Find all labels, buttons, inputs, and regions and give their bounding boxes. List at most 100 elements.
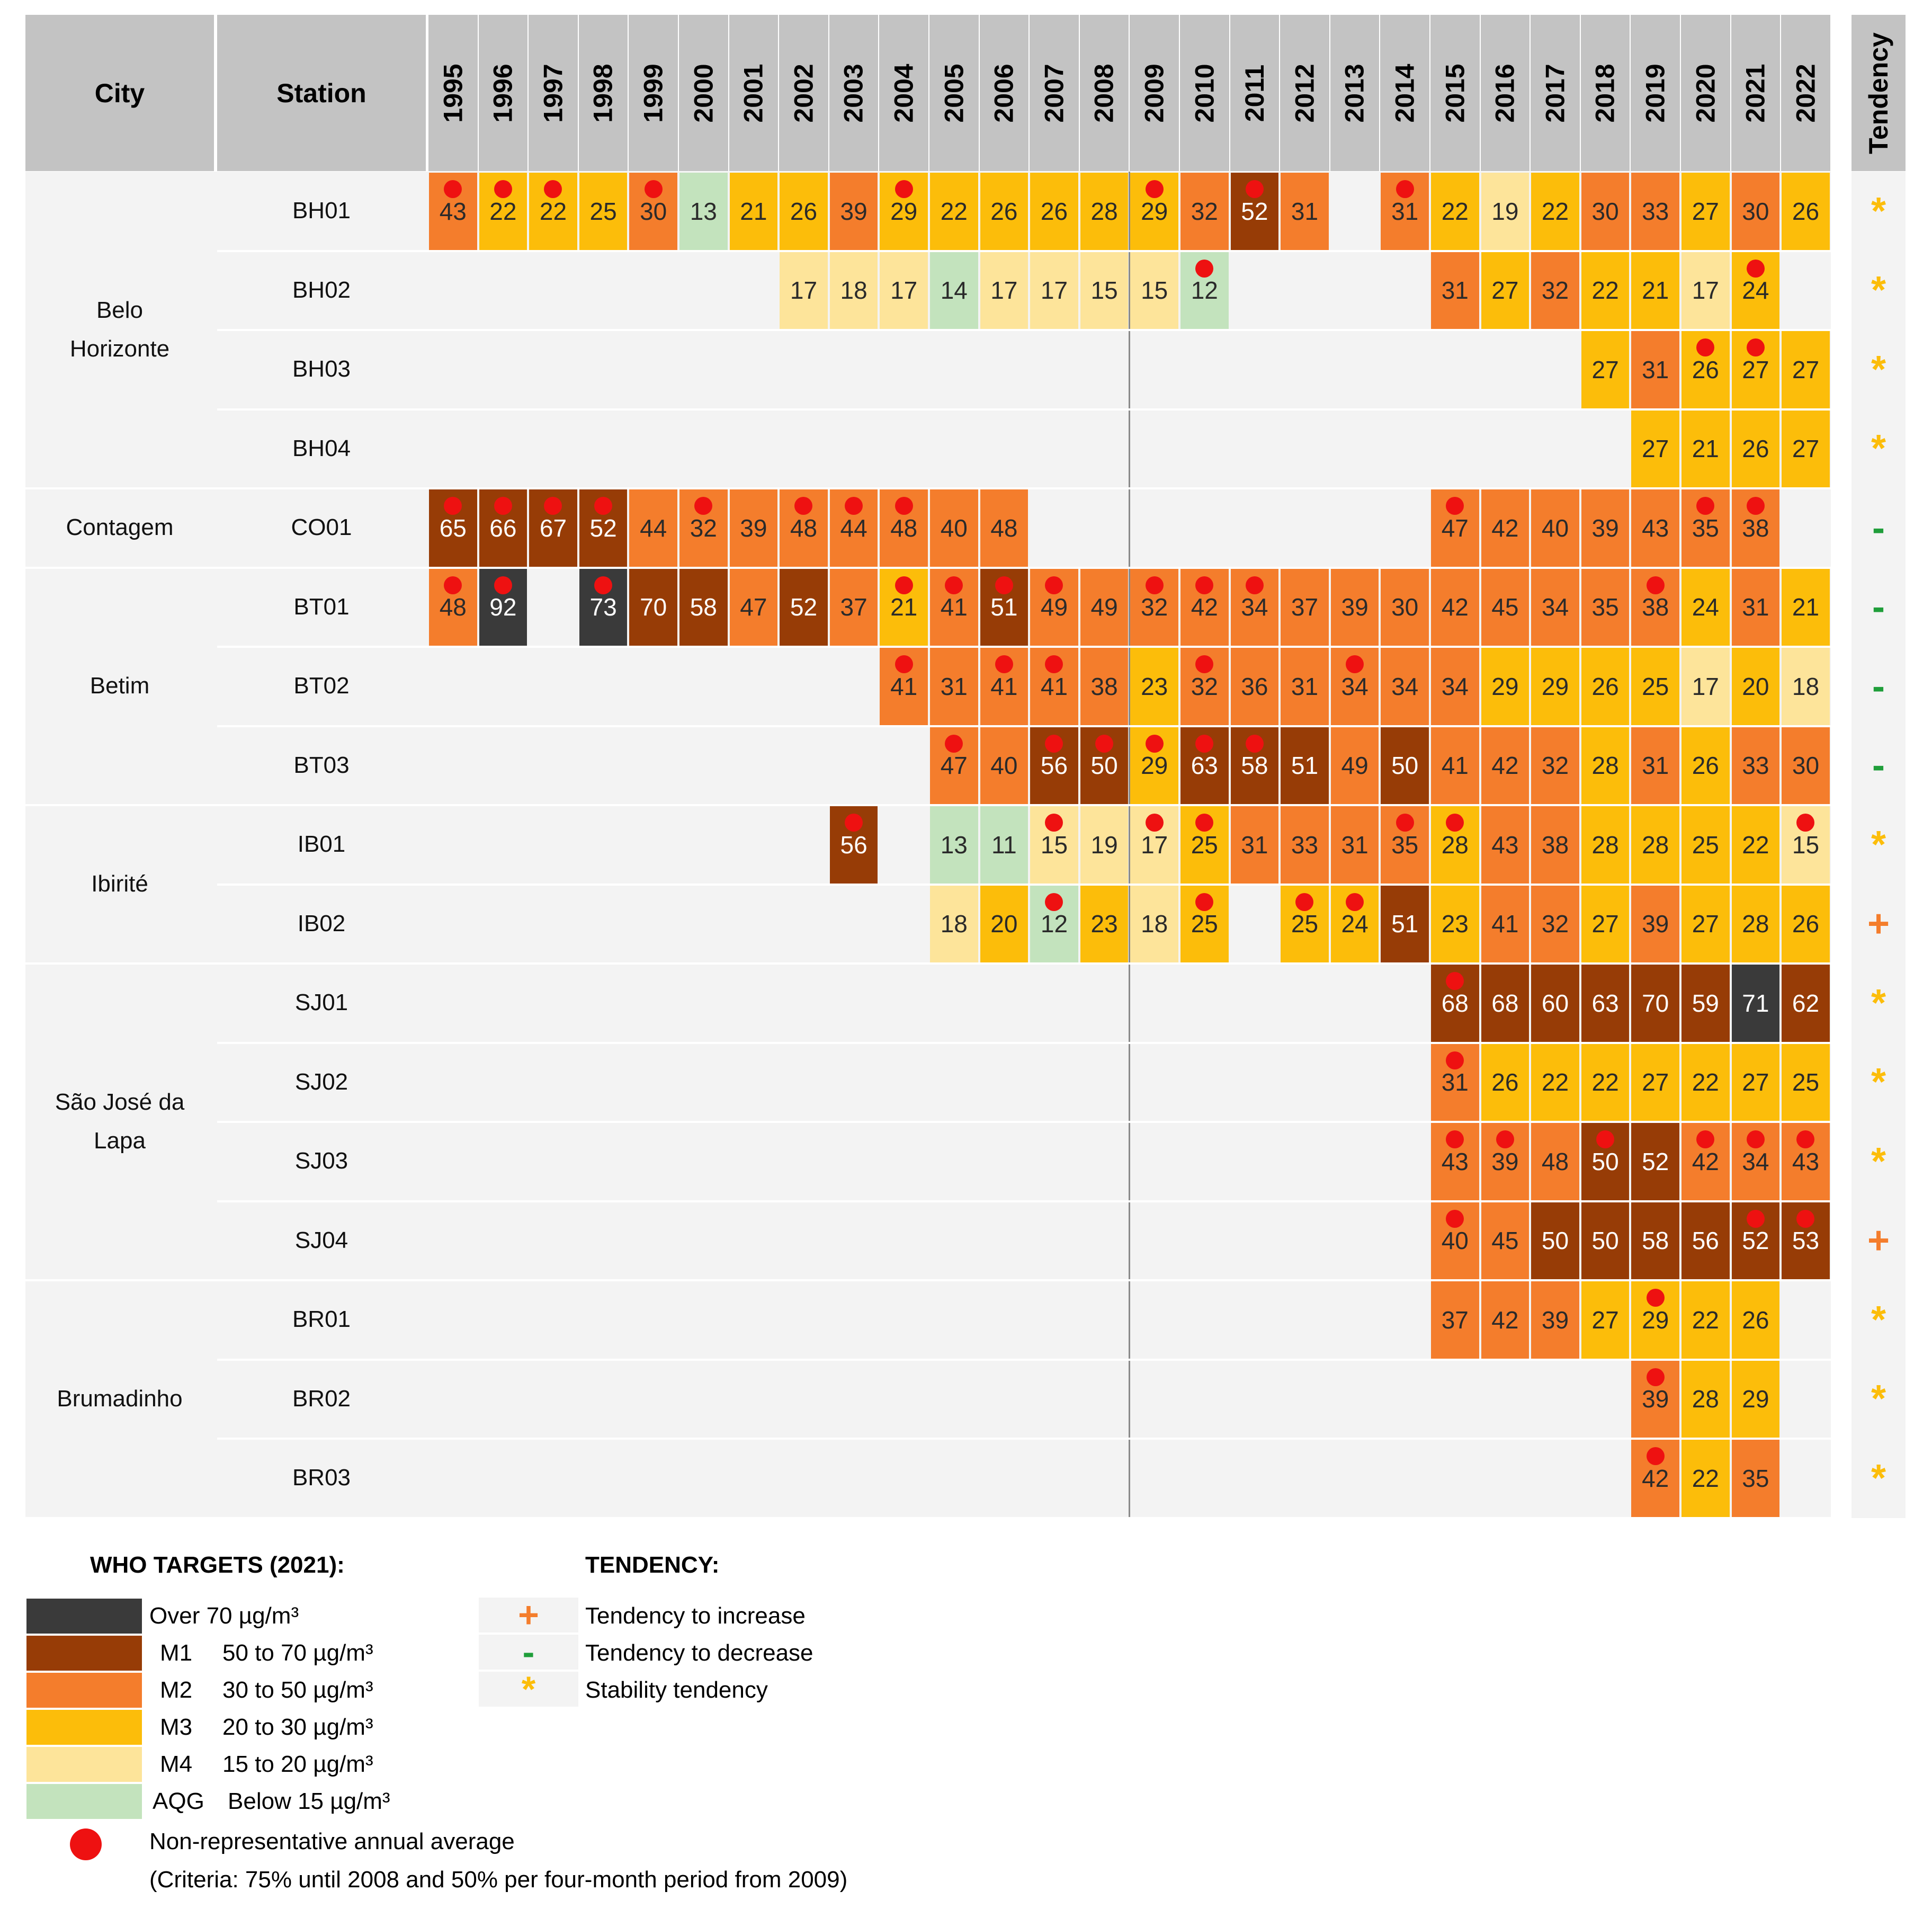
nonrep-dot-icon bbox=[1045, 893, 1063, 911]
data-cell: 52 bbox=[1631, 1123, 1679, 1200]
data-cell: 18 bbox=[1130, 885, 1178, 962]
nonrep-dot-icon bbox=[1145, 814, 1164, 832]
nonrep-dot-icon bbox=[845, 497, 863, 515]
station-label: SJ04 bbox=[294, 1227, 348, 1253]
data-cell: 30 bbox=[629, 173, 677, 250]
pollution-heatmap-table: City Station 1995 1996 1997 1998 1999 2000 2001 2… bbox=[25, 15, 1906, 1519]
year-header-2021: 2021 bbox=[1731, 15, 1781, 171]
year-header-1996: 1996 bbox=[478, 15, 528, 171]
year-label: 1995 bbox=[438, 63, 468, 123]
data-cell: 40 bbox=[930, 489, 978, 567]
year-label: 2008 bbox=[1089, 63, 1120, 123]
data-cell: 52 bbox=[1731, 1202, 1780, 1279]
nonrep-dot-icon bbox=[1646, 1368, 1665, 1386]
data-cell: 28 bbox=[1431, 806, 1479, 884]
year-label: 2017 bbox=[1540, 63, 1570, 123]
data-cell: 36 bbox=[1230, 648, 1279, 725]
year-header-2022: 2022 bbox=[1781, 15, 1830, 171]
year-label: 2007 bbox=[1039, 63, 1069, 123]
station-label: BR03 bbox=[292, 1465, 351, 1491]
nonrep-dot-icon bbox=[1646, 576, 1665, 594]
data-cell: 17 bbox=[780, 252, 828, 329]
year-header-2018: 2018 bbox=[1580, 15, 1630, 171]
data-cell: 60 bbox=[1531, 965, 1579, 1042]
data-cell: 22 bbox=[529, 173, 577, 250]
legend-criteria: (Criteria: 75% until 2008 and 50% per fo… bbox=[149, 1867, 848, 1893]
data-cell: 27 bbox=[1731, 331, 1780, 408]
data-cell: 47 bbox=[729, 568, 778, 646]
tendency-marker: * bbox=[1871, 1298, 1886, 1341]
data-cell: 53 bbox=[1782, 1202, 1830, 1279]
data-cell: 26 bbox=[1731, 1281, 1780, 1359]
data-cell: 70 bbox=[629, 568, 677, 646]
data-cell: 25 bbox=[1281, 885, 1329, 962]
data-cell: 27 bbox=[1681, 885, 1730, 962]
data-cell: 27 bbox=[1481, 252, 1529, 329]
data-cell: 39 bbox=[1481, 1123, 1529, 1200]
data-cell: 32 bbox=[1130, 568, 1178, 646]
data-cell: 34 bbox=[1731, 1123, 1780, 1200]
station-label: IB01 bbox=[297, 831, 346, 858]
data-cell: 27 bbox=[1581, 885, 1630, 962]
legend-m1-range: 50 to 70 µg/m³ bbox=[222, 1640, 373, 1666]
nonrep-dot-icon bbox=[845, 814, 863, 832]
row-divider bbox=[217, 1517, 1831, 1519]
data-cell: 51 bbox=[1381, 885, 1429, 962]
data-cell: 30 bbox=[1782, 727, 1830, 804]
data-cell: 70 bbox=[1631, 965, 1679, 1042]
data-cell: 41 bbox=[980, 648, 1028, 725]
station-label: BH04 bbox=[292, 435, 351, 461]
tendency-marker: + bbox=[1867, 903, 1890, 945]
data-cell: 22 bbox=[1681, 1281, 1730, 1359]
year-header-2004: 2004 bbox=[879, 15, 928, 171]
year-header-2016: 2016 bbox=[1480, 15, 1530, 171]
data-cell: 32 bbox=[679, 489, 728, 567]
nonrep-dot-icon bbox=[1195, 893, 1214, 911]
data-cell: 23 bbox=[1431, 885, 1479, 962]
data-cell: 48 bbox=[880, 489, 928, 567]
data-cell: 47 bbox=[1431, 489, 1479, 567]
data-cell: 31 bbox=[1281, 648, 1329, 725]
row-divider bbox=[217, 329, 1831, 331]
tendency-marker: * bbox=[1871, 269, 1886, 312]
swatch-m3 bbox=[26, 1710, 142, 1745]
row-divider bbox=[217, 1438, 1831, 1440]
data-cell: 48 bbox=[429, 568, 477, 646]
data-cell: 43 bbox=[429, 173, 477, 250]
row-divider bbox=[217, 646, 1831, 648]
data-cell: 32 bbox=[1180, 173, 1229, 250]
data-cell: 29 bbox=[1130, 727, 1178, 804]
tendency-marker: * bbox=[1871, 982, 1886, 1024]
data-cell: 92 bbox=[479, 568, 527, 646]
swatch-aqg bbox=[26, 1784, 142, 1819]
data-cell: 39 bbox=[1631, 885, 1679, 962]
year-header-2011: 2011 bbox=[1230, 15, 1280, 171]
year-header-2020: 2020 bbox=[1681, 15, 1730, 171]
data-cell: 22 bbox=[1681, 1043, 1730, 1121]
data-cell: 15 bbox=[1080, 252, 1129, 329]
data-cell: 24 bbox=[1330, 885, 1379, 962]
legend-over70: Over 70 µg/m³ bbox=[149, 1603, 299, 1629]
station-label: BR02 bbox=[292, 1385, 351, 1412]
data-cell: 27 bbox=[1782, 331, 1830, 408]
data-cell: 17 bbox=[1681, 648, 1730, 725]
data-cell: 26 bbox=[1782, 173, 1830, 250]
data-cell: 56 bbox=[829, 806, 878, 884]
year-header-2009: 2009 bbox=[1130, 15, 1179, 171]
data-cell: 26 bbox=[1782, 885, 1830, 962]
nonrep-dot-icon bbox=[544, 180, 562, 198]
tendency-marker: - bbox=[1872, 586, 1885, 629]
station-label: BT02 bbox=[293, 673, 350, 699]
year-label: 2000 bbox=[688, 63, 719, 123]
nonrep-dot-icon bbox=[1245, 576, 1264, 594]
tendency-legend-title: TENDENCY: bbox=[585, 1552, 720, 1578]
data-cell: 21 bbox=[1631, 252, 1679, 329]
nonrep-dot-icon bbox=[1396, 180, 1414, 198]
data-cell: 22 bbox=[1731, 806, 1780, 884]
data-cell: 34 bbox=[1230, 568, 1279, 646]
nonrep-dot-icon bbox=[594, 497, 613, 515]
data-cell: 29 bbox=[1481, 648, 1529, 725]
data-cell: 42 bbox=[1180, 568, 1229, 646]
city-label: Belo Horizonte bbox=[69, 297, 170, 362]
city-label: São José da Lapa bbox=[55, 1089, 185, 1154]
